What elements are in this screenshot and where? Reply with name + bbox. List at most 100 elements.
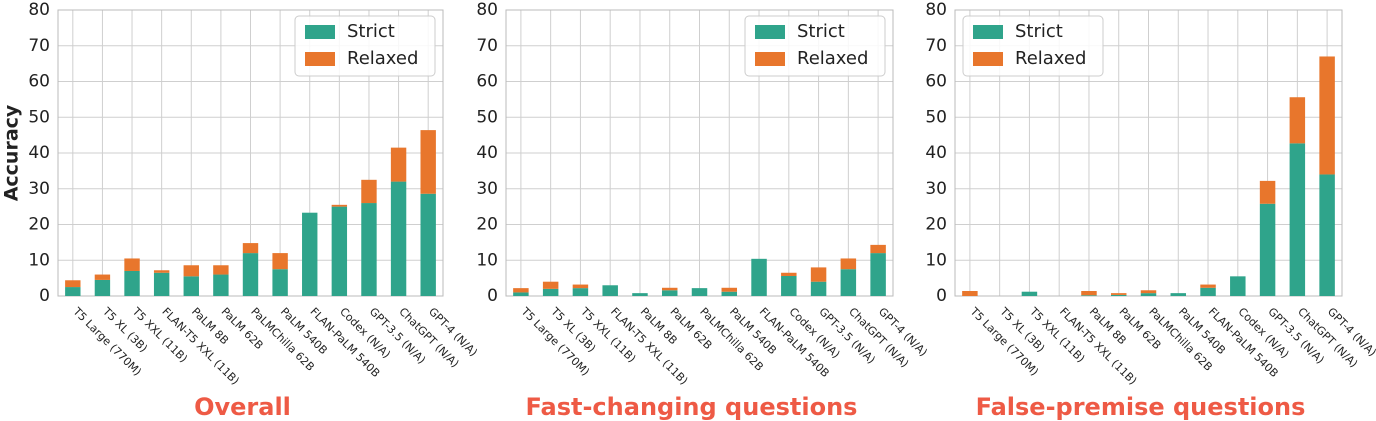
y-tick-label: 0 [936,286,947,306]
y-tick-label: 0 [39,286,50,306]
y-tick-label: 70 [476,36,498,56]
y-tick-label: 40 [476,143,498,163]
bar-segment [183,276,199,296]
bar-segment [572,288,589,296]
y-tick-label: 0 [487,286,498,306]
y-tick-label: 80 [28,0,50,20]
bar-segment [1110,294,1127,296]
bar-segment [272,253,288,270]
legend-label: Strict [1015,21,1063,42]
bar-segment [1200,287,1216,296]
bar-segment [1140,293,1157,296]
bar-segment [542,281,559,289]
legend-label: Relaxed [347,48,418,69]
y-tick-label: 60 [476,72,498,92]
bar-segment [1021,291,1038,296]
bar-segment [94,279,111,296]
bar-segment [870,244,886,254]
y-tick-label: 30 [476,179,498,199]
y-tick-label: 60 [925,72,947,92]
bar-segment [1200,284,1216,288]
y-tick-label: 40 [925,143,947,163]
bar-segment [124,270,140,296]
bar-segment [242,243,259,254]
y-tick-label: 20 [28,215,50,235]
y-tick-label: 80 [925,0,947,20]
bar-segment [213,274,229,296]
y-tick-label: 30 [925,179,947,199]
bar-segment [1319,56,1335,175]
legend-label: Strict [797,21,845,42]
panel-title: False-premise questions [976,393,1306,421]
bar-segment [124,258,140,271]
bar-segment [94,274,111,280]
bar-segment [1289,97,1306,144]
bar-segment [65,280,81,288]
bar-segment [602,285,618,296]
bar-segment [751,258,767,296]
bar-segment [1081,290,1097,296]
bar-segment [390,181,407,296]
panel-title: Overall [194,393,291,421]
legend-swatch [973,52,1003,66]
bar-segment [691,288,708,296]
bar-segment [962,290,978,296]
y-axis-label: Accuracy [1,104,23,201]
bar-segment [810,281,827,296]
y-tick-label: 50 [476,107,498,127]
legend-swatch [755,25,785,39]
bar-segment [242,253,259,296]
legend-swatch [305,25,335,39]
y-tick-label: 70 [28,36,50,56]
y-tick-label: 60 [28,72,50,92]
bar-segment [1319,174,1335,296]
bar-segment [840,269,857,296]
bar-segment [272,269,288,296]
y-tick-label: 80 [476,0,498,20]
y-tick-label: 30 [28,179,50,199]
bar-segment [1140,290,1157,294]
bar-segment [1259,203,1276,296]
bar-segment [870,253,886,296]
bar-segment [781,275,797,296]
bar-segment [302,212,318,296]
y-tick-label: 70 [925,36,947,56]
legend-label: Relaxed [797,48,868,69]
y-tick-label: 50 [925,107,947,127]
bar-segment [721,287,738,292]
panel-title: Fast-changing questions [526,393,858,421]
legend-swatch [755,52,785,66]
bar-segment [513,292,529,296]
bar-segment [840,258,857,270]
bar-segment [331,204,348,207]
y-tick-label: 10 [28,250,50,270]
bar-segment [810,267,827,282]
bar-segment [661,287,678,291]
bar-segment [1081,295,1097,296]
legend-label: Relaxed [1015,48,1086,69]
bar-segment [213,265,229,275]
legend-label: Strict [347,21,395,42]
bar-segment [781,272,797,276]
bar-segment [361,203,377,296]
bar-segment [721,291,738,296]
bar-segment [65,287,81,296]
legend-swatch [305,52,335,66]
bar-segment [572,284,589,289]
legend-swatch [973,25,1003,39]
bar-segment [542,288,559,296]
bar-segment [420,130,436,194]
y-tick-label: 20 [925,215,947,235]
bar-segment [1170,293,1187,296]
bar-segment [361,179,377,204]
y-tick-label: 10 [476,250,498,270]
bar-segment [331,206,348,296]
bar-segment [153,270,170,273]
y-tick-label: 20 [476,215,498,235]
bar-segment [513,288,529,293]
bar-segment [390,147,407,182]
y-tick-label: 10 [925,250,947,270]
bar-segment [153,272,170,296]
bar-segment [183,265,199,277]
